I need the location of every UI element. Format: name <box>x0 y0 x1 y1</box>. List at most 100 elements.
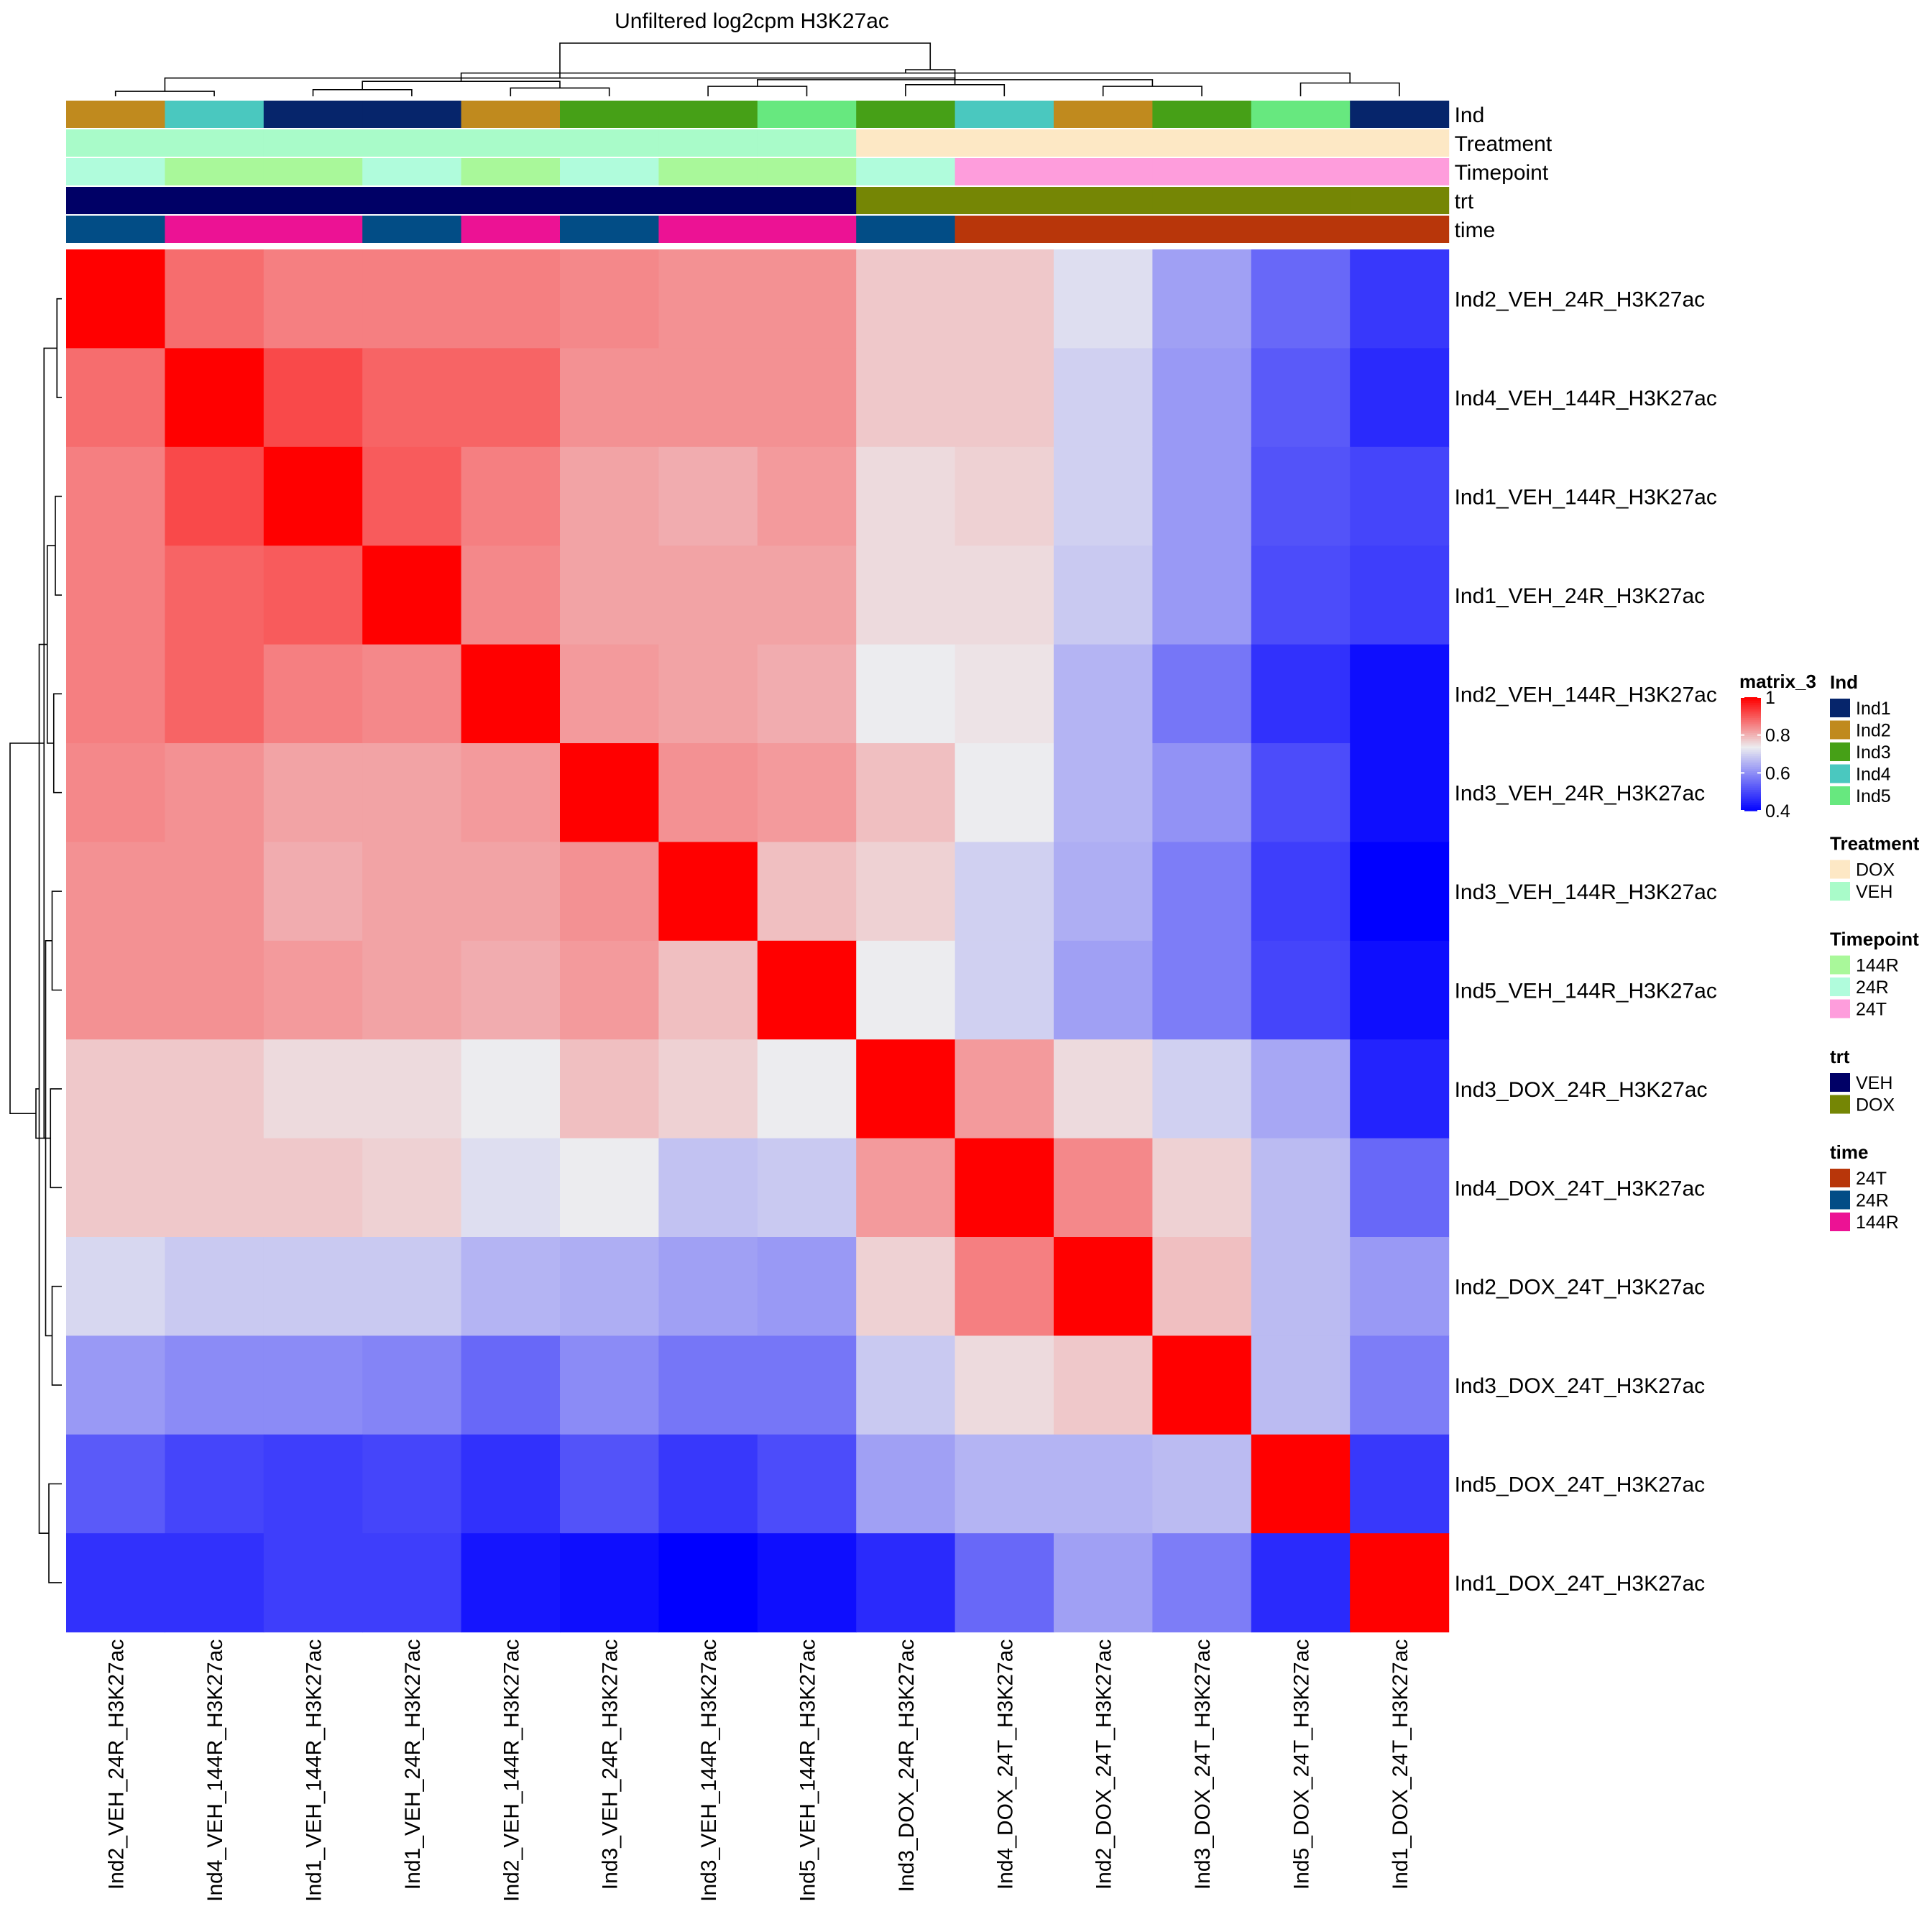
colorbar-segment <box>1741 716 1761 719</box>
heatmap-cell <box>1152 1039 1252 1139</box>
heatmap-cell <box>461 743 561 842</box>
annotation-cell <box>954 129 1054 157</box>
annotation-cell <box>461 187 561 214</box>
annotation-cell <box>1350 158 1450 185</box>
heatmap-cell <box>461 940 561 1040</box>
heatmap-cell <box>165 1138 264 1238</box>
colorbar-segment <box>1741 742 1761 745</box>
heatmap-cell <box>1054 1533 1153 1633</box>
legend-swatch <box>1830 1169 1850 1187</box>
colorbar-segment <box>1741 790 1761 793</box>
heatmap-cell <box>954 446 1054 546</box>
heatmap-cell <box>1350 1237 1450 1336</box>
heatmap-cell <box>165 1533 264 1633</box>
dendrogram-branch <box>164 77 956 92</box>
heatmap-cell <box>263 249 363 349</box>
dendrogram-branch <box>559 42 932 78</box>
heatmap-cell <box>954 546 1054 645</box>
legend-label: Ind1 <box>1856 699 1891 719</box>
heatmap-cell <box>560 940 659 1040</box>
row-label: Ind4_DOX_24T_H3K27ac <box>1455 1177 1706 1200</box>
heatmap-cell <box>757 1138 857 1238</box>
dendrogram-branch <box>50 1088 62 1189</box>
heatmap-cell <box>1152 446 1252 546</box>
annotation-cell <box>1251 187 1351 214</box>
annotation-label: time <box>1455 218 1496 242</box>
heatmap-cell <box>757 743 857 842</box>
dendrogram-branch <box>52 693 62 794</box>
column-label: Ind1_VEH_24R_H3K27ac <box>401 1639 425 1890</box>
annotation-cell <box>757 101 857 128</box>
heatmap-cell <box>165 1434 264 1534</box>
legend-swatch <box>1830 978 1850 996</box>
colorbar-segment <box>1741 737 1761 740</box>
annotation-cell <box>1152 187 1252 214</box>
heatmap-cell <box>165 644 264 744</box>
annotation-cell <box>757 187 857 214</box>
heatmap-cell <box>560 1039 659 1139</box>
heatmap-cell <box>658 1434 758 1534</box>
heatmap-cell <box>1251 1039 1351 1139</box>
annotation-cell <box>461 216 561 243</box>
colorbar-segment <box>1741 699 1761 702</box>
heatmap-cell <box>954 842 1054 942</box>
chart-title: Unfiltered log2cpm H3K27ac <box>615 9 889 33</box>
annotation-cell <box>165 158 264 185</box>
column-label: Ind3_DOX_24T_H3K27ac <box>1191 1639 1215 1890</box>
heatmap-cell <box>165 546 264 645</box>
annotation-cell <box>1350 129 1450 157</box>
heatmap-cell <box>757 842 857 942</box>
colorbar-segment <box>1741 773 1761 776</box>
annotation-cell <box>658 216 758 243</box>
heatmap-cell <box>856 1533 956 1633</box>
heatmap-cell <box>1152 644 1252 744</box>
heatmap-cell <box>66 842 165 942</box>
heatmap-cell <box>461 1434 561 1534</box>
annotation-cell <box>1350 101 1450 128</box>
row-label: Ind2_VEH_144R_H3K27ac <box>1455 683 1717 707</box>
heatmap-cell <box>757 446 857 546</box>
heatmap-cell <box>1350 743 1450 842</box>
row-labels: Ind2_VEH_24R_H3K27ac Ind4_VEH_144R_H3K27a… <box>1455 288 1717 1596</box>
heatmap-cell <box>263 1138 363 1238</box>
heatmap-cell <box>954 1533 1054 1633</box>
heatmap-cell <box>1152 1138 1252 1238</box>
colorbar-segment <box>1741 809 1761 811</box>
column-dendrogram <box>114 42 1400 96</box>
colorbar-segment <box>1741 727 1761 730</box>
heatmap-cell <box>362 842 462 942</box>
annotation-cell <box>165 187 264 214</box>
heatmap-cell <box>165 348 264 448</box>
colorbar-segment <box>1741 746 1761 749</box>
heatmap-cell <box>263 1039 363 1139</box>
heatmap-cell <box>1350 1039 1450 1139</box>
heatmap-cell <box>362 546 462 645</box>
colorbar-tick-label: 1 <box>1765 688 1775 708</box>
heatmap-cell <box>1054 249 1153 349</box>
colorbar-tick-label: 0.4 <box>1765 801 1790 822</box>
heatmap-cell <box>461 644 561 744</box>
heatmap-cell <box>954 1434 1054 1534</box>
heatmap-cell <box>658 546 758 645</box>
legend-swatch <box>1830 1213 1850 1231</box>
heatmap-cell <box>1152 1237 1252 1336</box>
annotation-cell <box>263 101 363 128</box>
heatmap-cell <box>1251 842 1351 942</box>
colorbar-segment <box>1741 755 1761 758</box>
colorbar-segment <box>1741 754 1761 757</box>
heatmap-cell <box>66 1533 165 1633</box>
heatmap-cell <box>66 644 165 744</box>
heatmap-cell <box>560 1138 659 1238</box>
heatmap-cell <box>757 1237 857 1336</box>
heatmap-cell <box>560 446 659 546</box>
annotation-cell <box>560 158 659 185</box>
row-dendrogram <box>9 298 62 1583</box>
annotation-cell <box>1054 129 1153 157</box>
heatmap-cell <box>461 249 561 349</box>
column-label: Ind2_VEH_144R_H3K27ac <box>500 1639 523 1902</box>
legend-label: 144R <box>1856 956 1899 976</box>
column-label: Ind4_VEH_144R_H3K27ac <box>203 1639 227 1902</box>
heatmap-cell <box>757 1335 857 1435</box>
annotation-cell <box>560 216 659 243</box>
